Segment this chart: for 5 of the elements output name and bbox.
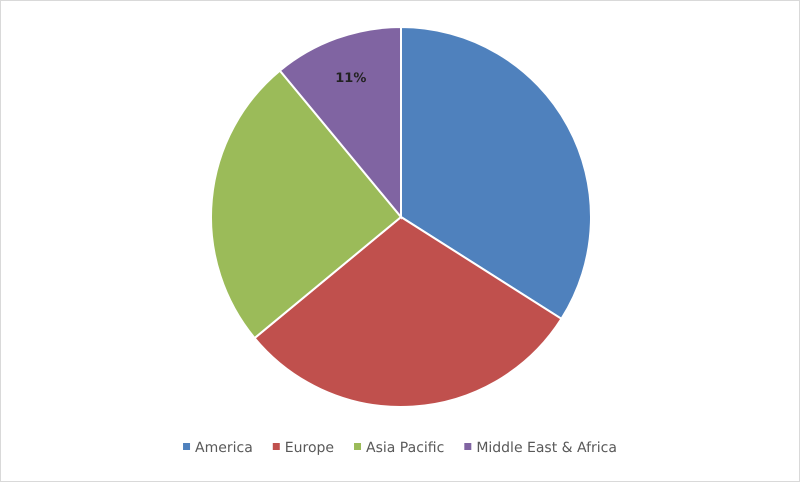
legend-label: America [195,440,253,456]
legend-label: Asia Pacific [366,440,444,456]
legend-label: Europe [284,440,334,456]
legend-label: Middle East & Africa [476,440,617,456]
data-label: 11% [335,71,366,86]
